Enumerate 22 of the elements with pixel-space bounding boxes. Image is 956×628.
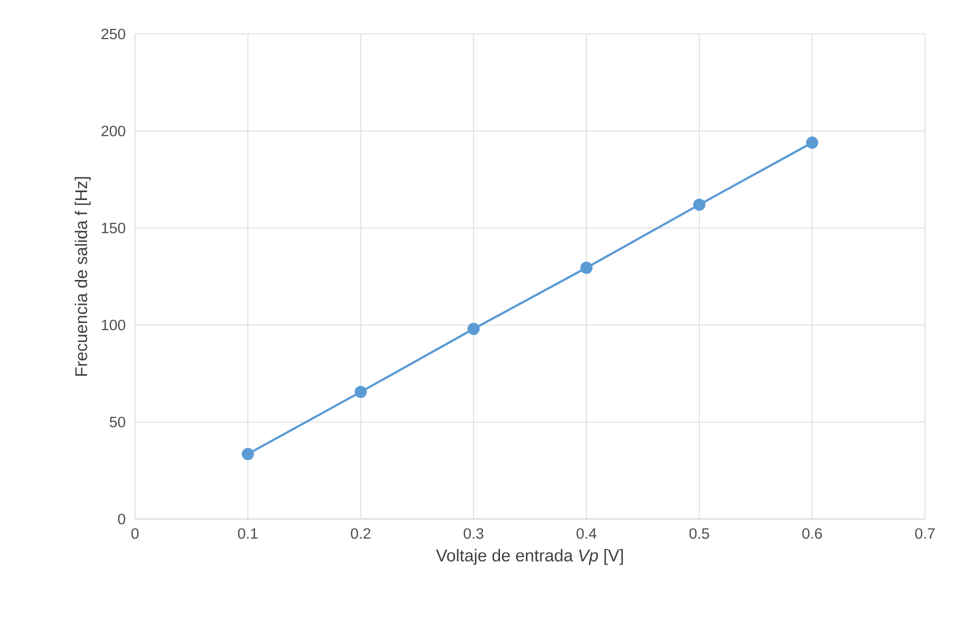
x-tick-label: 0.1 [238, 528, 258, 539]
x-tick-label: 0.5 [689, 528, 710, 539]
y-axis-title: Frecuencia de salida f [Hz] [74, 177, 91, 376]
x-tick-label: 0.6 [802, 528, 822, 539]
point [580, 262, 593, 274]
y-tick-label: 50 [110, 416, 126, 428]
point [693, 198, 706, 211]
y-tick-label: 150 [102, 222, 126, 234]
x-tick-label: 0.4 [576, 528, 596, 539]
y-tick-label: 200 [102, 126, 126, 136]
point [806, 136, 818, 149]
y-tick-label: 250 [102, 28, 126, 40]
x-tick-label: 0 [131, 528, 139, 539]
point [354, 386, 367, 398]
x-tick-label: 0.7 [915, 528, 935, 539]
y-tick-label: 100 [102, 320, 126, 330]
x-tick-label: 0.3 [464, 528, 484, 539]
y-tick-label: 0 [118, 514, 126, 524]
point [467, 322, 480, 335]
x-axis-title: Voltaje de entrada Vp [V] [436, 549, 623, 565]
point [242, 448, 254, 460]
x-tick-label: 0.2 [350, 528, 370, 539]
